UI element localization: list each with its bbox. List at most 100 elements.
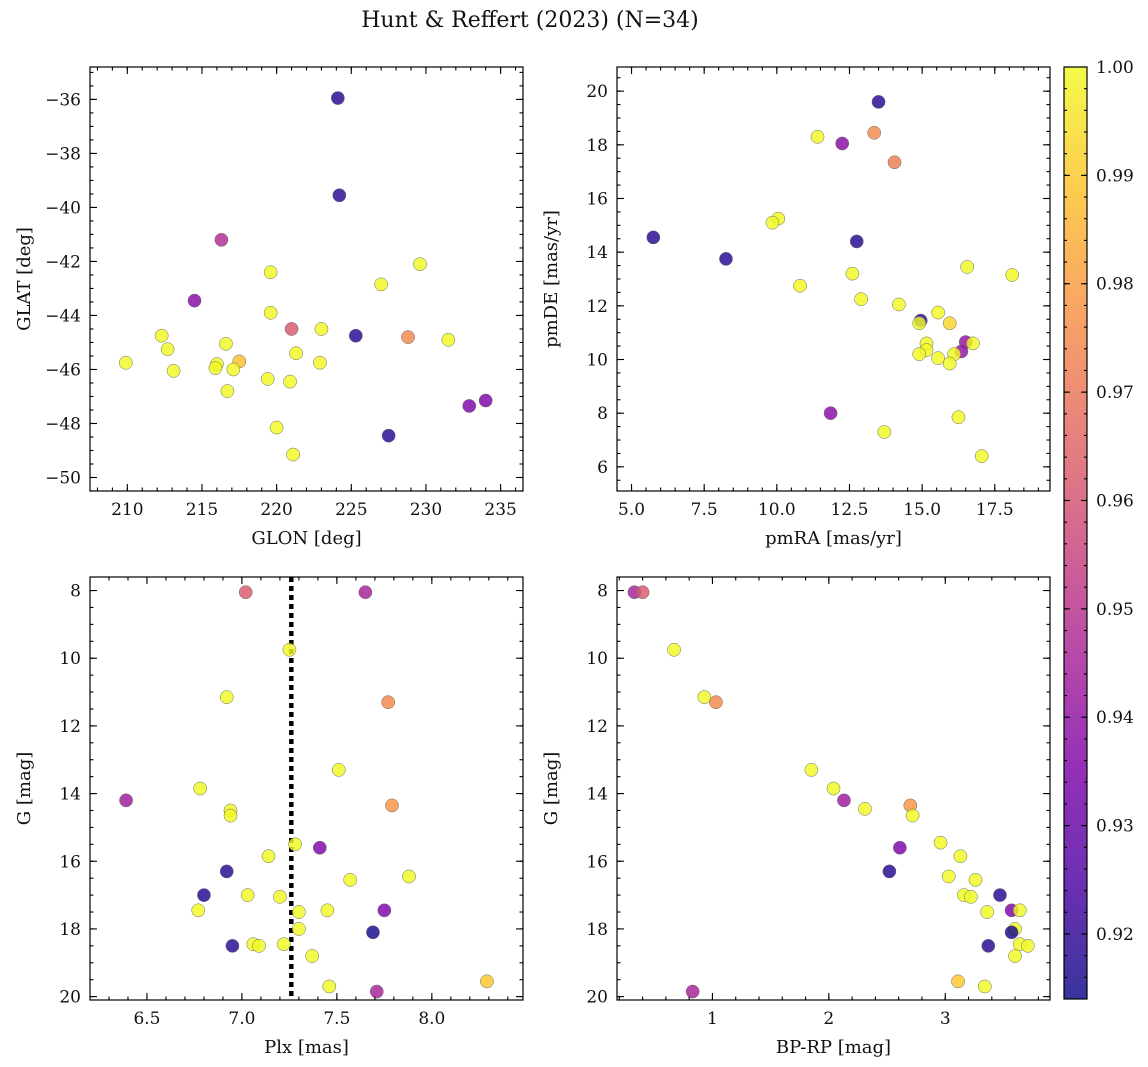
y-tick-label: 14 — [59, 785, 81, 805]
data-point — [1005, 268, 1020, 282]
y-tick-label: −44 — [45, 306, 81, 326]
x-tick-label: 5.0 — [618, 500, 645, 520]
data-point — [289, 346, 303, 361]
colorbar-tick-label: 0.99 — [1096, 166, 1134, 186]
y-tick-label: −38 — [45, 144, 81, 164]
y-tick-label: −36 — [45, 90, 81, 110]
data-point — [369, 984, 384, 999]
data-point — [993, 888, 1007, 902]
colorbar-tick-label: 0.95 — [1096, 600, 1134, 620]
data-point — [849, 234, 864, 249]
data-point — [332, 188, 347, 203]
data-point — [385, 798, 399, 813]
data-point — [238, 585, 253, 600]
data-point — [374, 277, 389, 292]
x-tick-label: 3 — [940, 1009, 951, 1029]
data-point — [912, 347, 927, 361]
figure-title: Hunt & Reffert (2023) (N=34) — [361, 8, 699, 33]
data-point — [313, 355, 327, 370]
y-tick-label: 8 — [597, 404, 608, 424]
y-tick-label: −46 — [45, 360, 81, 380]
data-point — [646, 230, 661, 245]
x-tick-label: 8.0 — [418, 1009, 445, 1029]
x-tick-label: 220 — [260, 500, 292, 520]
x-tick-label: 215 — [186, 500, 218, 520]
colorbar-tick-label: 0.94 — [1096, 708, 1134, 728]
y-axis-label: pmDE [mas/yr] — [541, 210, 562, 348]
data-point — [191, 903, 206, 918]
data-point — [288, 837, 302, 852]
x-tick-label: 7.5 — [323, 1009, 350, 1029]
x-tick-label: 210 — [111, 500, 143, 520]
y-tick-label: 20 — [59, 988, 81, 1008]
data-point — [793, 278, 807, 293]
y-tick-label: 10 — [586, 351, 608, 371]
data-point — [981, 939, 996, 953]
colorbar: 0.92 0.93 0.94 0.95 0.96 0.97 0.98 0.99 1.00 — [1063, 58, 1134, 1000]
data-point — [719, 252, 733, 266]
data-point — [837, 793, 851, 808]
data-point — [931, 351, 945, 366]
data-point — [252, 939, 266, 953]
y-tick-label: 12 — [59, 717, 81, 737]
data-point — [871, 95, 886, 109]
x-tick-label: 1 — [707, 1009, 718, 1029]
x-tick-label: 7.5 — [691, 500, 718, 520]
data-point — [358, 585, 373, 600]
data-point — [197, 888, 211, 902]
data-point — [260, 372, 275, 386]
panel-2: 5.0 7.5 10.0 12.5 15.0 17.5 6 8 10 12 14 16 18 20 pmRA… — [541, 66, 1051, 549]
x-tick-label: 10.0 — [758, 500, 796, 520]
data-point — [118, 355, 133, 370]
data-point — [283, 374, 297, 389]
data-point — [269, 420, 284, 435]
data-point — [312, 840, 327, 855]
data-point — [941, 869, 956, 884]
data-point — [974, 449, 989, 463]
data-point — [980, 905, 994, 919]
data-point — [219, 690, 234, 704]
data-point — [226, 362, 241, 377]
y-tick-label: 16 — [59, 852, 81, 872]
data-point — [154, 328, 169, 343]
x-tick-label: 235 — [484, 500, 516, 520]
data-point — [960, 260, 975, 274]
data-point — [823, 406, 838, 421]
data-point — [858, 801, 872, 816]
data-point — [273, 889, 287, 904]
y-tick-label: 12 — [586, 717, 608, 737]
data-point — [401, 330, 415, 344]
data-point — [685, 984, 700, 999]
data-point — [214, 232, 229, 247]
axes-frame — [616, 66, 1051, 492]
y-tick-label: 20 — [586, 82, 608, 102]
data-point — [912, 316, 927, 331]
data-point — [854, 292, 868, 306]
y-axis-label: G [mag] — [14, 752, 35, 825]
data-point — [951, 974, 965, 989]
axes-frame — [89, 66, 524, 492]
colorbar-gradient — [1064, 67, 1087, 999]
x-tick-label: 2 — [823, 1009, 834, 1029]
data-point — [314, 322, 329, 336]
data-point — [905, 808, 920, 823]
y-tick-label: 14 — [586, 785, 608, 805]
data-point — [892, 840, 907, 855]
x-tick-label: 225 — [335, 500, 367, 520]
data-point — [867, 125, 882, 140]
data-point — [635, 585, 650, 600]
data-point — [845, 266, 860, 281]
axes-frame — [616, 576, 1051, 1001]
data-point — [942, 316, 957, 331]
data-point — [480, 974, 494, 989]
data-point — [348, 328, 363, 343]
data-point — [119, 793, 133, 808]
data-point — [968, 873, 983, 887]
data-point — [219, 336, 233, 351]
x-axis-label: GLON [deg] — [251, 528, 361, 549]
data-point — [462, 399, 477, 413]
data-point — [835, 136, 850, 151]
data-point — [826, 781, 841, 796]
